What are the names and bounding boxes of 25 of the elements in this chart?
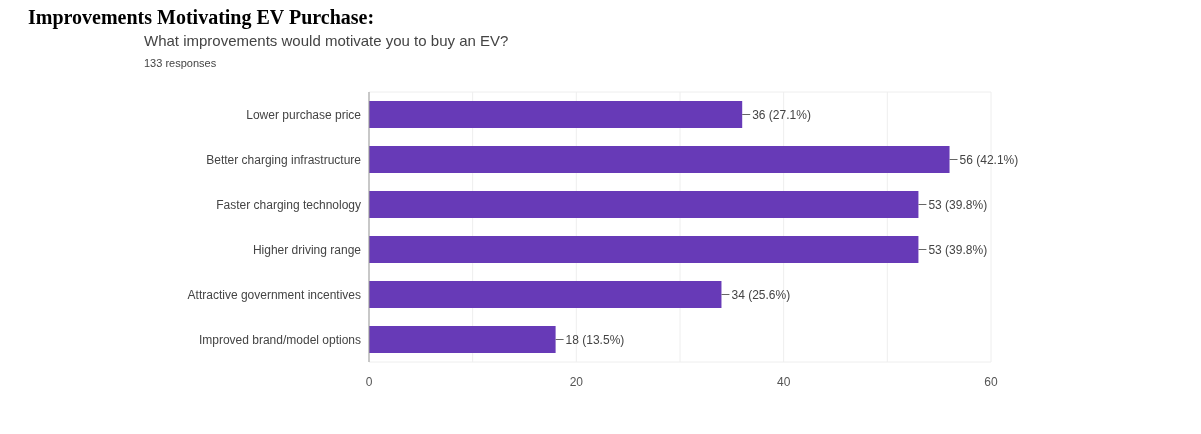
bar xyxy=(369,326,556,353)
y-tick-label: Improved brand/model options xyxy=(198,332,361,347)
bar xyxy=(369,101,743,128)
bar xyxy=(369,281,722,308)
y-tick-label: Higher driving range xyxy=(252,242,362,257)
y-tick-label: Faster charging technology xyxy=(216,197,361,212)
data-label: 34 (25.6%) xyxy=(731,287,791,302)
x-tick-label: 20 xyxy=(569,375,584,389)
data-label: 36 (27.1%) xyxy=(752,107,811,122)
data-label: 18 (13.5%) xyxy=(565,332,625,347)
x-tick-label: 40 xyxy=(776,375,791,389)
x-tick-label: 60 xyxy=(984,375,998,389)
text: 133 responses xyxy=(144,57,217,69)
data-label: 53 (39.8%) xyxy=(928,197,988,212)
bar xyxy=(369,146,950,173)
bar xyxy=(369,236,919,263)
x-tick-label: 0 xyxy=(365,375,373,389)
y-tick-label: Attractive government incentives xyxy=(187,287,361,302)
bar xyxy=(369,191,919,218)
y-tick-label: Better charging infrastructure xyxy=(206,152,362,167)
data-label: 53 (39.8%) xyxy=(928,242,988,257)
text: Improvements Motivating EV Purchase: xyxy=(28,6,375,29)
y-tick-label: Lower purchase price xyxy=(246,107,362,122)
chart-title: What improvements would motivate you to buy an EV? xyxy=(144,32,509,49)
data-label: 56 (42.1%) xyxy=(959,152,1019,167)
